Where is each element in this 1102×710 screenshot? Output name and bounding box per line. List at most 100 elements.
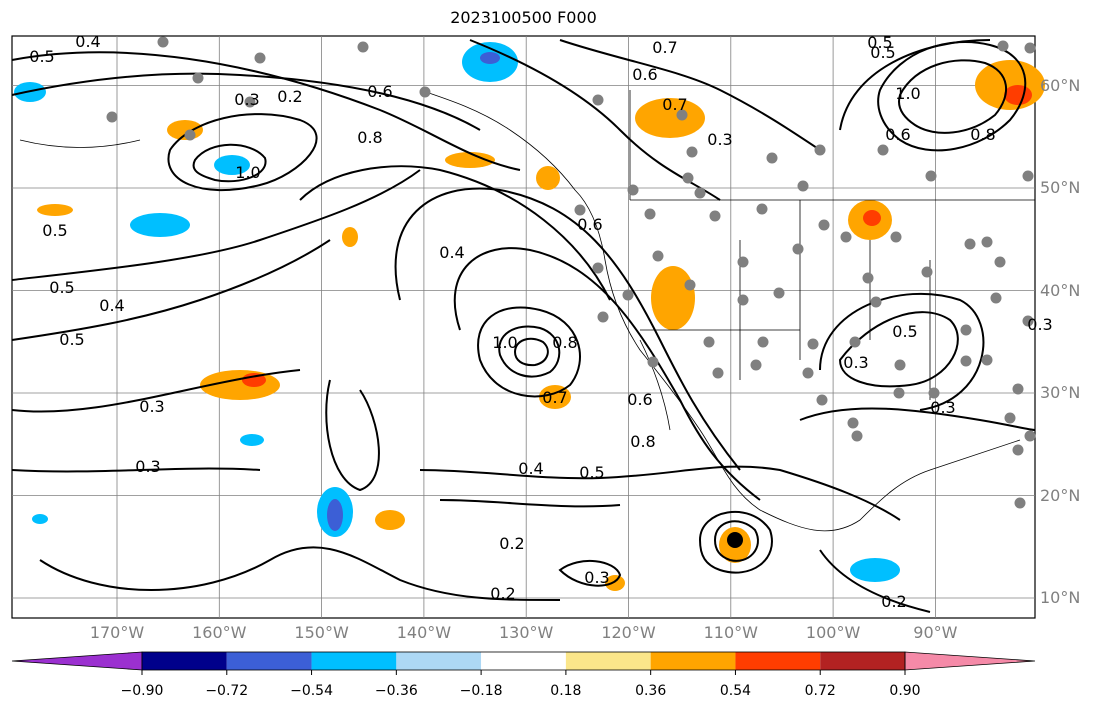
station-dot [960, 324, 972, 336]
station-dot [737, 256, 749, 268]
station-dot [592, 262, 604, 274]
contour-line [394, 187, 741, 471]
latitude-label: 40°N [1040, 280, 1081, 300]
latitude-label: 60°N [1040, 75, 1081, 95]
contour-line [698, 511, 773, 574]
station-dot [997, 40, 1009, 52]
contour-line [558, 559, 622, 587]
colorbar-tick-label: 0.72 [804, 683, 836, 699]
station-dot [647, 356, 659, 368]
station-dot [818, 219, 830, 231]
shade-patch [214, 155, 250, 175]
station-dot [990, 292, 1002, 304]
colorbar-tick-label: 0.90 [889, 683, 921, 699]
contour-label: 1.0 [492, 333, 517, 352]
station-dot [676, 109, 688, 121]
contour-line [819, 292, 985, 411]
colorbar-segment [226, 652, 312, 670]
colorbar-segment [396, 652, 482, 670]
shade-patch [445, 152, 495, 168]
latitude-label: 20°N [1040, 485, 1081, 505]
colorbar-outline [141, 651, 906, 671]
contour-label: 0.2 [881, 592, 906, 611]
contour-line [799, 407, 1036, 431]
station-dot [574, 204, 586, 216]
contour-line [819, 549, 931, 613]
longitude-label: 100°W [805, 623, 861, 642]
longitude-label: 170°W [89, 623, 145, 642]
station-dot [862, 272, 874, 284]
contour-label: 0.8 [552, 333, 577, 352]
contour-line [439, 499, 621, 508]
station-dot [694, 187, 706, 199]
longitude-label: 110°W [703, 623, 758, 642]
station-dot [981, 354, 993, 366]
station-dot [894, 359, 906, 371]
station-dot [627, 184, 639, 196]
station-dot [994, 256, 1006, 268]
contour-label: 0.3 [584, 568, 609, 587]
contour-label: 0.3 [135, 457, 160, 476]
colorbar [11, 651, 1036, 675]
station-dot [1024, 42, 1036, 54]
storm-center [727, 532, 743, 548]
station-dot [921, 266, 933, 278]
contour-line [477, 306, 581, 398]
station-dot [192, 72, 204, 84]
station-dot [622, 289, 634, 301]
contour-label: 0.2 [490, 584, 515, 603]
contour-labels: 0.40.50.60.70.60.50.81.00.50.50.40.50.30… [29, 32, 1052, 611]
longitude-label: 120°W [601, 623, 656, 642]
station-dot [1012, 383, 1024, 395]
shade-patch [32, 514, 48, 524]
contour-line [325, 379, 380, 492]
station-dot [157, 36, 169, 48]
shade-patch [342, 227, 358, 247]
shade-patch [863, 210, 881, 226]
contour-label: 0.5 [867, 33, 892, 52]
station-dot [877, 144, 889, 156]
contour-label: 0.5 [59, 330, 84, 349]
contour-label: 0.2 [499, 534, 524, 553]
station-dot [644, 208, 656, 220]
contour-line [11, 239, 331, 341]
contour-line [838, 311, 959, 388]
contour-label: 0.7 [652, 38, 677, 57]
colorbar-tick-label: −0.90 [120, 683, 164, 699]
contour-label: 0.8 [357, 128, 382, 147]
contour-line [559, 39, 821, 151]
station-dot [928, 387, 940, 399]
shade-patch [536, 166, 560, 190]
station-dot [766, 152, 778, 164]
contour-line [513, 337, 549, 367]
station-dots [106, 36, 1036, 509]
station-dot [797, 180, 809, 192]
station-dot [816, 394, 828, 406]
station-dot [757, 336, 769, 348]
colorbar-segment [311, 652, 397, 670]
contour-lines [11, 39, 1036, 613]
coastlines [19, 89, 1035, 532]
station-dot [357, 41, 369, 53]
contour-line [498, 325, 561, 378]
graticule [12, 36, 1035, 618]
colorbar-tick-label: 0.36 [635, 683, 667, 699]
colorbar-segment [481, 652, 566, 670]
shade-patch [37, 204, 73, 216]
shade-patch [635, 98, 705, 138]
coastline [419, 89, 1021, 532]
contour-label: 0.8 [630, 432, 655, 451]
station-dot [814, 144, 826, 156]
contour-line [299, 165, 611, 301]
contour-label: 0.5 [42, 221, 67, 240]
contour-line [39, 546, 561, 601]
latitude-label: 50°N [1040, 178, 1081, 197]
station-dot [870, 296, 882, 308]
colorbar-segment [650, 652, 736, 670]
station-dot [703, 336, 715, 348]
longitude-label: 160°W [192, 623, 247, 642]
station-dot [773, 287, 785, 299]
shaded-fields [14, 42, 1045, 591]
latitude-label: 30°N [1040, 383, 1081, 402]
